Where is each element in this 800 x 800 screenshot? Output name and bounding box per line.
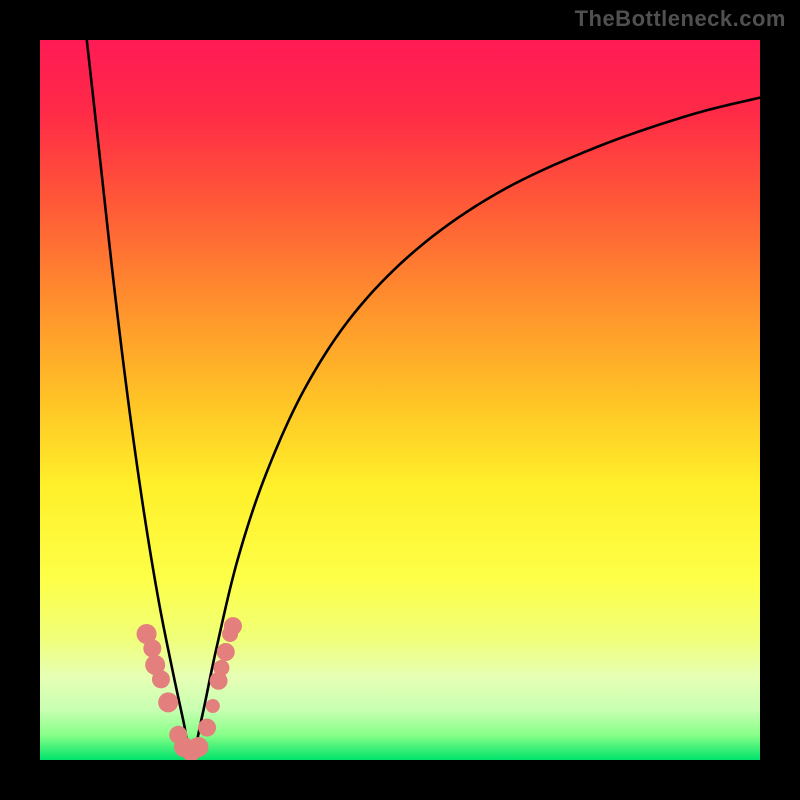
data-marker: [158, 692, 178, 712]
data-marker: [152, 670, 170, 688]
data-marker: [188, 737, 208, 757]
watermark-text: TheBottleneck.com: [575, 6, 786, 32]
plot-svg: [40, 40, 760, 760]
data-marker: [143, 639, 161, 657]
chart-container: TheBottleneck.com: [0, 0, 800, 800]
data-marker: [198, 719, 216, 737]
plot-area: [40, 40, 760, 760]
data-marker: [206, 699, 220, 713]
data-marker: [213, 660, 229, 676]
data-marker: [217, 643, 235, 661]
data-marker: [224, 617, 242, 635]
